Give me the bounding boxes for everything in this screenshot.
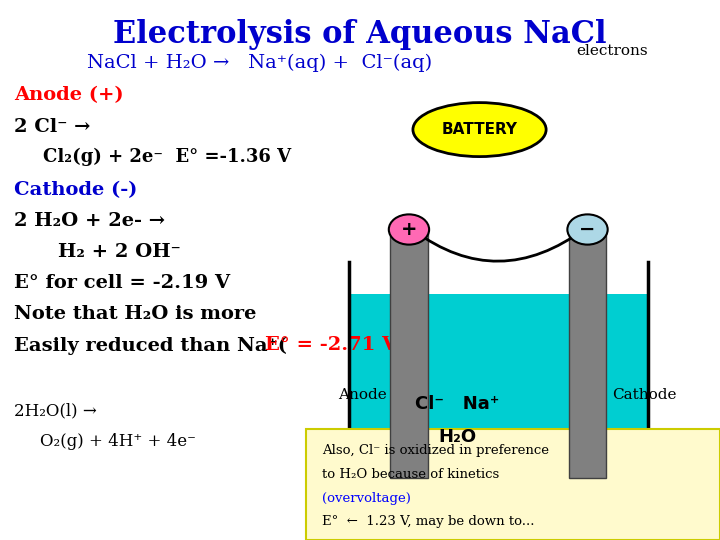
Text: E°  ←  1.23 V, may be down to...: E° ← 1.23 V, may be down to... (322, 515, 534, 528)
Text: E° = -2.71 V): E° = -2.71 V) (265, 336, 406, 354)
Circle shape (567, 214, 608, 245)
Text: Cl₂(g) + 2e⁻  E° =-1.36 V: Cl₂(g) + 2e⁻ E° =-1.36 V (43, 148, 292, 166)
Text: 2 Cl⁻ →: 2 Cl⁻ → (14, 118, 91, 136)
Bar (569, 227, 606, 478)
Text: Cathode: Cathode (612, 388, 677, 402)
Text: Note that H₂O is more: Note that H₂O is more (14, 305, 257, 323)
Text: H₂O: H₂O (438, 428, 476, 447)
Text: BATTERY: BATTERY (441, 122, 518, 137)
Text: Cl⁻   Na⁺: Cl⁻ Na⁺ (415, 395, 500, 413)
Text: electrons: electrons (576, 44, 647, 58)
Bar (390, 227, 428, 478)
Text: to H₂O because of kinetics: to H₂O because of kinetics (322, 468, 499, 481)
Circle shape (389, 214, 429, 245)
Text: Anode (+): Anode (+) (14, 86, 124, 104)
Bar (349, 294, 648, 478)
Text: −: − (580, 220, 595, 239)
Text: E° for cell = -2.19 V: E° for cell = -2.19 V (14, 274, 230, 292)
Text: Electrolysis of Aqueous NaCl: Electrolysis of Aqueous NaCl (113, 19, 607, 50)
Ellipse shape (413, 103, 546, 157)
Text: Anode: Anode (338, 388, 387, 402)
Text: (overvoltage): (overvoltage) (322, 492, 410, 505)
Text: Also, Cl⁻ is oxidized in preference: Also, Cl⁻ is oxidized in preference (322, 444, 549, 457)
Text: O₂(g) + 4H⁺ + 4e⁻: O₂(g) + 4H⁺ + 4e⁻ (40, 433, 195, 450)
Text: Cathode (-): Cathode (-) (14, 181, 138, 199)
Text: 2H₂O(l) →: 2H₂O(l) → (14, 402, 97, 419)
Text: H₂ + 2 OH⁻: H₂ + 2 OH⁻ (58, 243, 180, 261)
Text: NaCl + H₂O →   Na⁺(aq) +  Cl⁻(aq): NaCl + H₂O → Na⁺(aq) + Cl⁻(aq) (86, 54, 432, 72)
FancyBboxPatch shape (306, 429, 720, 540)
Text: Easily reduced than Na⁺(: Easily reduced than Na⁺( (14, 336, 287, 355)
Text: 2 H₂O + 2e- →: 2 H₂O + 2e- → (14, 212, 166, 230)
Text: +: + (401, 220, 417, 239)
